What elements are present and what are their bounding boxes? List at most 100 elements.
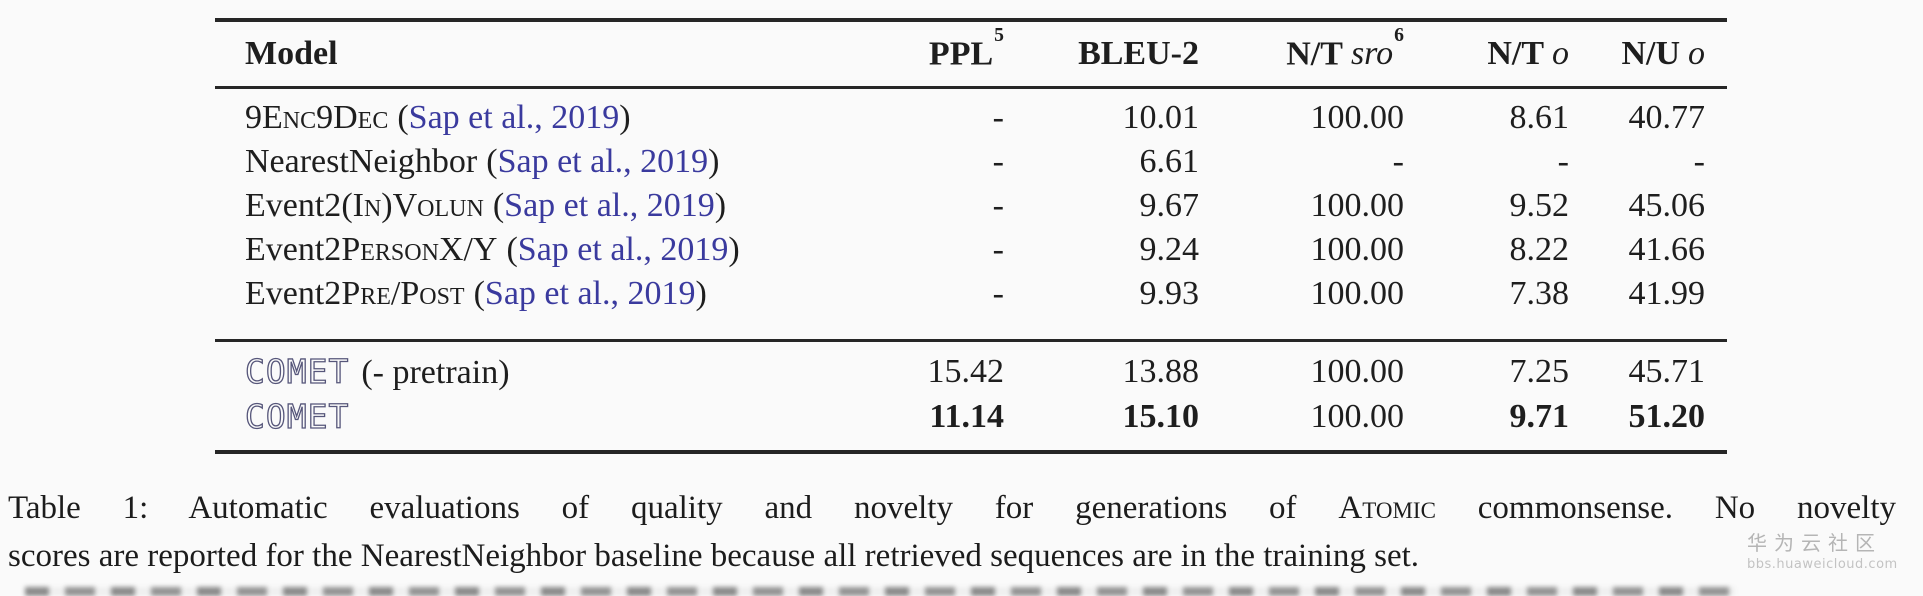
paren: ) xyxy=(695,275,707,312)
value-cell-ppl: - xyxy=(992,99,1004,136)
value-cell-nu-o: - xyxy=(1693,143,1705,180)
value-cell-ppl: 11.14 xyxy=(929,397,1004,435)
model-name-smallcaps: Pre/Post xyxy=(341,275,465,312)
paren: ) xyxy=(714,187,727,224)
paren: ( xyxy=(506,231,518,268)
value-cell-bleu2: 10.01 xyxy=(1122,99,1200,136)
citation-link[interactable]: Sap et al., 2019 xyxy=(504,187,715,224)
paren: ) xyxy=(708,143,720,180)
paren: ) xyxy=(619,99,631,136)
model-name: Event2 xyxy=(245,231,342,268)
comet-logo: COMET xyxy=(244,351,350,391)
math-symbol-o: o xyxy=(1552,35,1569,72)
value-cell-nt-o: 8.22 xyxy=(1509,231,1570,268)
table-row-comet: COMET 11.14 15.10 100.00 9.71 51.20 xyxy=(215,394,1727,452)
value-cell-nu-o: 40.77 xyxy=(1628,99,1706,136)
table-row: NearestNeighbor (Sap et al., 2019) - 6.61… xyxy=(215,140,1727,184)
value-cell-nu-o: 45.06 xyxy=(1628,187,1706,224)
value-cell-ppl: - xyxy=(992,143,1004,180)
value-cell-nt-sro: 100.00 xyxy=(1310,231,1405,268)
citation-link[interactable]: Sap et al., 2019 xyxy=(517,231,729,268)
value-cell-bleu2: 9.93 xyxy=(1139,275,1200,312)
model-name: 9Enc9Dec xyxy=(245,99,389,136)
value-cell-bleu2: 6.61 xyxy=(1139,143,1200,180)
value-cell-ppl: - xyxy=(992,231,1004,268)
value-cell-nu-o: 51.20 xyxy=(1628,397,1706,435)
table-row: Event2PersonX/Y (Sap et al., 2019) - 9.24… xyxy=(215,228,1727,272)
citation-link[interactable]: Sap et al., 2019 xyxy=(408,99,620,136)
paren: ( xyxy=(473,275,485,312)
value-cell-ppl: 15.42 xyxy=(927,352,1005,390)
model-name-cell: Event2PersonX/Y (Sap et al., 2019) xyxy=(215,228,855,272)
model-name: Event2 xyxy=(245,187,342,224)
model-name-cell: 9Enc9Dec (Sap et al., 2019) xyxy=(215,88,855,141)
table-row-comet-no-pretrain: COMET (- pretrain) 15.42 13.88 100.00 7.2… xyxy=(215,341,1727,395)
caption-text: Table 1: Automatic evaluations of qualit… xyxy=(8,490,1339,526)
table-row: 9Enc9Dec (Sap et al., 2019) - 10.01 100.0… xyxy=(215,88,1727,141)
citation-link[interactable]: Sap et al., 2019 xyxy=(484,275,696,312)
value-cell-nu-o: 41.99 xyxy=(1628,275,1706,312)
table-row: Event2Pre/Post (Sap et al., 2019) - 9.93 … xyxy=(215,272,1727,341)
paren: ( xyxy=(486,143,498,180)
caption-line-2: scores are reported for the NearestNeigh… xyxy=(8,538,1420,574)
column-header-model: Model xyxy=(245,35,338,72)
column-header-bleu2: BLEU-2 xyxy=(1078,35,1199,72)
column-header-nt-o: N/T o xyxy=(1405,20,1570,88)
footnote-marker: 6 xyxy=(1394,23,1404,46)
paren: ) xyxy=(728,231,740,268)
value-cell-bleu2: 9.24 xyxy=(1139,231,1200,268)
table-caption: Table 1: Automatic evaluations of qualit… xyxy=(8,484,1896,580)
watermark-chinese-text: 华为云社区 xyxy=(1747,531,1882,555)
math-symbol-o: o xyxy=(1688,35,1705,72)
caption-atomic-smallcaps: Atomic xyxy=(1338,490,1436,526)
model-name-smallcaps: PersonX/Y xyxy=(341,231,498,268)
math-symbol-sro: sro xyxy=(1350,35,1394,73)
cropped-text-line xyxy=(25,587,1735,596)
paren: ( xyxy=(397,99,409,136)
model-name: NearestNeighbor xyxy=(245,143,478,180)
citation-link[interactable]: Sap et al., 2019 xyxy=(497,143,709,180)
value-cell-nt-o: 9.52 xyxy=(1509,187,1570,224)
value-cell-ppl: - xyxy=(992,275,1004,312)
value-cell-nt-o: - xyxy=(1557,143,1569,180)
value-cell-nt-o: 8.61 xyxy=(1509,99,1570,136)
paren: ( xyxy=(492,187,505,224)
model-name-smallcaps: (In)Volun xyxy=(341,187,484,224)
model-name-cell: COMET xyxy=(215,394,855,452)
model-name-suffix: (- pretrain) xyxy=(361,353,510,391)
watermark-url: bbs.huaweicloud.com xyxy=(1747,557,1898,572)
column-header-label: PPL xyxy=(928,35,994,73)
value-cell-nu-o: 41.66 xyxy=(1628,231,1706,268)
value-cell-nt-sro: 100.00 xyxy=(1310,99,1405,136)
caption-line-1: Table 1: Automatic evaluations of qualit… xyxy=(8,484,1896,532)
value-cell-bleu2: 15.10 xyxy=(1122,397,1200,435)
model-name-cell: Event2Pre/Post (Sap et al., 2019) xyxy=(215,272,855,341)
model-name-cell: Event2(In)Volun (Sap et al., 2019) xyxy=(215,184,855,228)
value-cell-bleu2: 13.88 xyxy=(1122,352,1200,390)
column-header-label: N/T xyxy=(1487,35,1544,72)
value-cell-nt-sro: 100.00 xyxy=(1310,397,1405,435)
column-header-label: N/T xyxy=(1286,35,1343,73)
value-cell-nt-sro: - xyxy=(1392,143,1404,180)
column-header-label: N/U xyxy=(1621,35,1680,72)
watermark: 华为云社区 bbs.huaweicloud.com xyxy=(1747,527,1898,572)
column-header-ppl: PPL5 xyxy=(855,20,1005,88)
table-header-row: Model PPL5 BLEU-2 N/T sro6 N/T o N/U o xyxy=(215,20,1727,88)
model-name-cell: COMET (- pretrain) xyxy=(215,341,855,395)
comet-logo: COMET xyxy=(244,396,350,436)
caption-text: commonsense. No novelty xyxy=(1435,490,1896,526)
value-cell-nt-sro: 100.00 xyxy=(1310,187,1405,224)
value-cell-ppl: - xyxy=(992,187,1004,224)
footnote-marker: 5 xyxy=(994,23,1004,46)
value-cell-nt-o: 7.25 xyxy=(1509,352,1570,390)
table-row: Event2(In)Volun (Sap et al., 2019) - 9.67… xyxy=(215,184,1727,228)
value-cell-nt-o: 9.71 xyxy=(1509,397,1570,435)
column-header-nu-o: N/U o xyxy=(1570,20,1727,88)
column-header-nt-sro: N/T sro6 xyxy=(1200,20,1405,88)
value-cell-nu-o: 45.71 xyxy=(1628,352,1706,390)
model-name: Event2 xyxy=(245,275,342,312)
results-table: Model PPL5 BLEU-2 N/T sro6 N/T o N/U o 9Enc… xyxy=(215,18,1727,454)
value-cell-nt-o: 7.38 xyxy=(1509,275,1570,312)
value-cell-nt-sro: 100.00 xyxy=(1310,275,1405,312)
